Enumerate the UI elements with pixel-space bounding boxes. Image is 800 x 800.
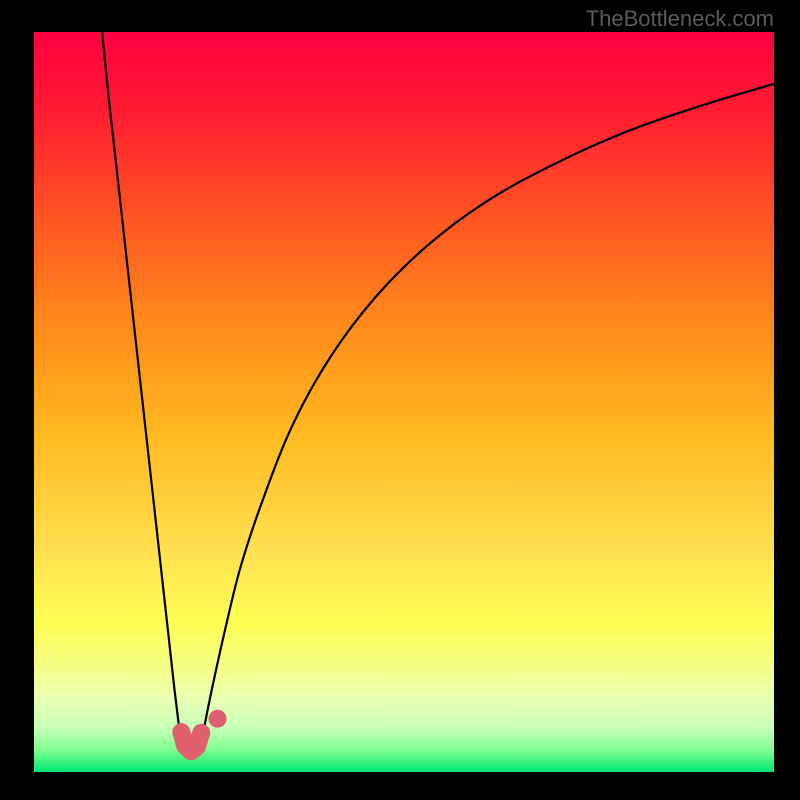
- chart-svg: [34, 32, 774, 772]
- bottleneck-curve: [102, 32, 774, 754]
- marker-u-shape: [181, 732, 201, 751]
- plot-area: [34, 32, 774, 772]
- watermark-text: TheBottleneck.com: [586, 6, 774, 32]
- chart-root: TheBottleneck.com: [0, 0, 800, 800]
- marker-dot: [209, 710, 227, 728]
